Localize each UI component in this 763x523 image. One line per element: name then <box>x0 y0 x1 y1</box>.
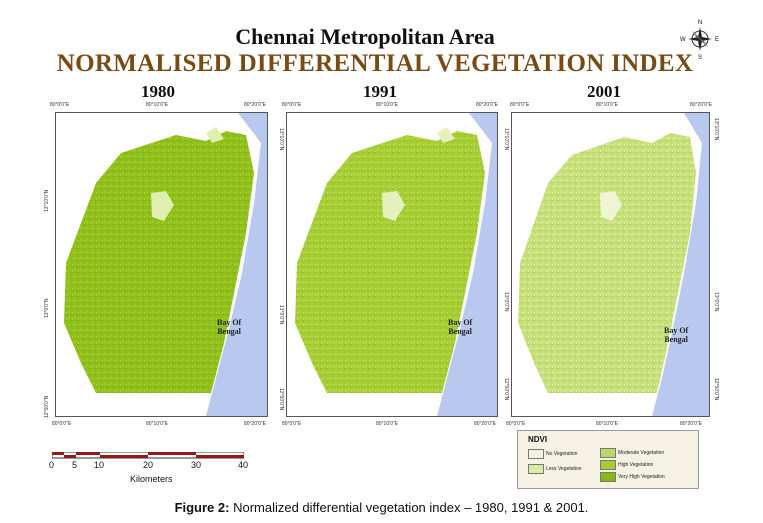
left-tick: 13°10'0"N <box>44 189 50 212</box>
map-frame-1980 <box>55 112 268 417</box>
legend-label: Very High Vegetation <box>618 474 665 480</box>
compass-w: W <box>680 37 686 43</box>
bottom-tick: 80°0'0"E <box>506 421 526 427</box>
legend-title: NDVI <box>528 435 548 444</box>
left-tick: 13°10'0"N <box>503 128 509 151</box>
ndvi-legend: NDVI No Vegetation Less Vegetation Moder… <box>517 430 699 489</box>
year-label-1991: 1991 <box>363 82 397 101</box>
left-tick: 13°0'0"N <box>503 292 509 312</box>
scale-label: 0 <box>49 460 55 470</box>
top-tick: 80°0'0"E <box>510 102 530 108</box>
left-tick: 12°50'0"N <box>503 378 509 401</box>
top-tick: 80°0'0"E <box>282 102 302 108</box>
legend-label: Less Vegetation <box>546 466 582 472</box>
top-tick: 80°20'0"E <box>244 102 266 108</box>
right-tick: 13°0'0"N <box>713 292 719 312</box>
legend-swatch-high-vegetation <box>600 460 616 470</box>
scale-label: 40 <box>238 460 249 470</box>
bottom-tick: 80°20'0"E <box>244 421 266 427</box>
bottom-tick: 80°20'0"E <box>474 421 496 427</box>
map-title: Chennai Metropolitan Area <box>235 24 495 49</box>
bay-label-2001: Bay Of Bengal <box>664 326 689 344</box>
scale-label: 30 <box>191 460 202 470</box>
left-tick: 13°10'0"N <box>278 128 284 151</box>
bottom-tick: 80°0'0"E <box>52 421 72 427</box>
left-tick: 13°0'0"N <box>44 298 50 318</box>
left-tick: 12°50'0"N <box>44 395 50 418</box>
legend-swatch-no-vegetation <box>528 449 544 459</box>
map-subtitle: NORMALISED DIFFERENTIAL VEGETATION INDEX <box>56 50 694 77</box>
bottom-tick: 80°20'0"E <box>680 421 702 427</box>
top-tick: 80°10'0"E <box>596 102 618 108</box>
legend-label: No Vegetation <box>546 451 578 457</box>
bottom-tick: 80°10'0"E <box>146 421 168 427</box>
compass-rose-icon: N S W E <box>680 20 719 60</box>
scale-label: 5 <box>72 460 78 470</box>
left-tick: 13°0'0"N <box>278 305 284 325</box>
bay-label-1991: Bay Of Bengal <box>448 318 473 336</box>
right-tick: 12°50'0"N <box>713 378 719 401</box>
top-tick: 80°20'0"E <box>690 102 712 108</box>
bottom-tick: 80°10'0"E <box>596 421 618 427</box>
map-frame-1991 <box>286 112 498 417</box>
year-label-2001: 2001 <box>587 82 621 101</box>
ndvi-map-2001 <box>518 113 709 416</box>
caption-text: Normalized differential vegetation index… <box>229 500 589 515</box>
scale-label: 10 <box>94 460 105 470</box>
top-tick: 80°10'0"E <box>376 102 398 108</box>
bottom-tick: 80°0'0"E <box>282 421 302 427</box>
top-tick: 80°10'0"E <box>146 102 168 108</box>
legend-swatch-less-vegetation <box>528 464 544 474</box>
top-tick: 80°20'0"E <box>476 102 498 108</box>
compass-n: N <box>698 20 702 26</box>
legend-swatch-very-high-vegetation <box>600 472 616 482</box>
compass-s: S <box>698 55 702 60</box>
year-label-1980: 1980 <box>141 82 175 101</box>
right-tick: 13°10'0"N <box>713 118 719 141</box>
scale-unit: Kilometers <box>130 474 173 484</box>
scale-label: 20 <box>143 460 154 470</box>
caption-label: Figure 2: <box>174 500 230 515</box>
map-frame-2001 <box>511 112 710 417</box>
scale-bar <box>52 452 244 459</box>
figure-caption: Figure 2: Normalized differential vegeta… <box>0 500 763 515</box>
bottom-tick: 80°10'0"E <box>376 421 398 427</box>
ndvi-map-1991 <box>295 113 497 416</box>
ndvi-map-1980 <box>64 113 267 416</box>
compass-e: E <box>715 37 719 43</box>
left-tick: 12°50'0"N <box>278 388 284 411</box>
top-tick: 80°0'0"E <box>50 102 70 108</box>
legend-label: Moderate Vegetation <box>618 450 665 456</box>
legend-swatch-moderate-vegetation <box>600 448 616 458</box>
legend-label: High Vegetation <box>618 462 654 468</box>
bay-label-1980: Bay Of Bengal <box>217 318 242 336</box>
